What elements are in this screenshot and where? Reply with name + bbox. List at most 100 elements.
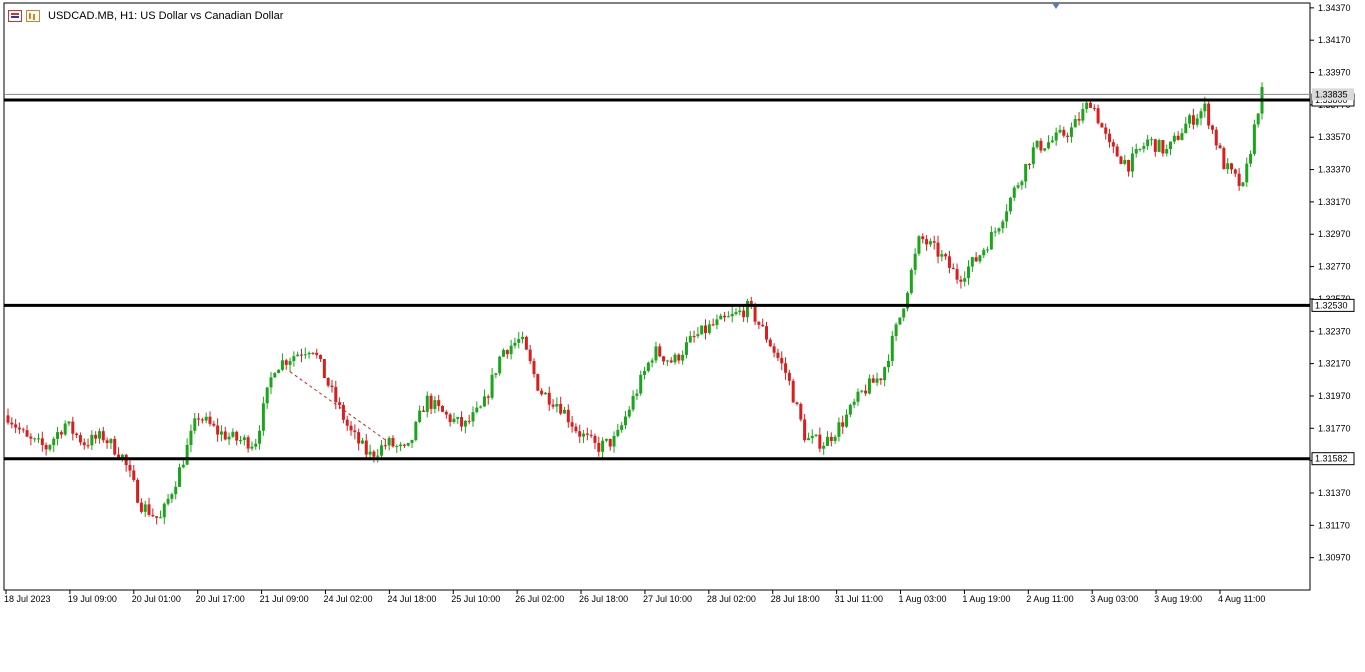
candle-body	[719, 315, 723, 320]
candle-body	[170, 494, 174, 499]
candle-body	[460, 417, 464, 427]
candle-body	[1195, 118, 1199, 125]
candle-body	[951, 267, 955, 270]
candle-body	[444, 411, 448, 415]
candle-body	[475, 407, 479, 413]
candle-body	[162, 503, 166, 518]
candle-body	[795, 402, 799, 404]
candle-body	[608, 438, 612, 447]
candle-body	[997, 228, 1001, 232]
candle-body	[284, 360, 288, 365]
candle-body	[513, 342, 517, 346]
candle-body	[909, 269, 913, 293]
candle-body	[1085, 102, 1089, 110]
candle-body	[593, 435, 597, 443]
candle-body	[688, 336, 692, 343]
candle-body	[906, 292, 910, 309]
candle-body	[928, 241, 932, 245]
candle-body	[753, 304, 757, 322]
candle-body	[14, 424, 18, 428]
candle-body	[574, 426, 578, 432]
candle-body	[1123, 159, 1127, 164]
candle-body	[113, 438, 117, 455]
candle-body	[986, 249, 990, 251]
candle-body	[582, 433, 586, 437]
candle-body	[1020, 181, 1024, 186]
candle-body	[543, 392, 547, 395]
y-tick-label: 1.34370	[1318, 3, 1351, 13]
candle-body	[730, 314, 734, 317]
candle-body	[425, 395, 429, 412]
candle-body	[349, 425, 353, 431]
candle-body	[1237, 173, 1241, 187]
x-tick-label: 3 Aug 19:00	[1154, 594, 1202, 604]
candle-body	[738, 310, 742, 313]
candle-body	[490, 374, 494, 398]
candle-body	[486, 396, 490, 398]
candle-body	[665, 360, 669, 362]
candle-body	[791, 380, 795, 403]
candle-body	[917, 236, 921, 254]
candle-body	[418, 410, 422, 422]
x-tick-label: 20 Jul 17:00	[196, 594, 245, 604]
candle-body	[1066, 135, 1070, 137]
candle-body	[1138, 148, 1142, 150]
candle-body	[536, 374, 540, 391]
candle-body	[227, 436, 231, 440]
candle-body	[601, 440, 605, 452]
candle-body	[1024, 163, 1028, 182]
candle-body	[692, 336, 696, 338]
chart-type-icon[interactable]	[26, 10, 40, 22]
candle-body	[1210, 125, 1214, 130]
candle-body	[166, 498, 170, 504]
candle-body	[1050, 140, 1054, 143]
candle-body	[1146, 139, 1150, 147]
y-tick-label: 1.34170	[1318, 35, 1351, 45]
candle-body	[521, 336, 525, 340]
candle-body	[585, 433, 589, 435]
candle-body	[448, 414, 452, 423]
candle-body	[1054, 132, 1058, 141]
chart-shift-marker	[1052, 3, 1060, 9]
candle-body	[597, 442, 601, 452]
candle-body	[505, 350, 509, 355]
candle-body	[1214, 129, 1218, 146]
candle-body	[1245, 163, 1249, 183]
x-tick-label: 20 Jul 01:00	[132, 594, 181, 604]
candle-body	[646, 362, 650, 371]
candle-body	[239, 440, 243, 442]
candle-body	[471, 412, 475, 422]
candle-body	[151, 514, 155, 517]
candle-body	[1191, 115, 1195, 125]
candle-body	[654, 346, 658, 361]
candle-body	[559, 404, 563, 414]
candle-body	[784, 363, 788, 373]
candle-body	[288, 361, 292, 365]
x-tick-label: 25 Jul 10:00	[451, 594, 500, 604]
candle-body	[402, 444, 406, 446]
candle-body	[902, 308, 906, 318]
candle-body	[456, 417, 460, 419]
candle-body	[814, 434, 818, 436]
candle-body	[1062, 129, 1066, 136]
candle-body	[726, 316, 730, 318]
candle-body	[944, 254, 948, 257]
candle-body	[429, 395, 433, 409]
level-price-label: 1.32530	[1315, 300, 1348, 310]
candle-body	[1073, 119, 1077, 128]
candle-body	[433, 400, 437, 409]
candle-body	[391, 437, 395, 447]
symbol-title: USDCAD.MB, H1: US Dollar vs Canadian Dol…	[48, 10, 284, 22]
candle-body	[353, 430, 357, 433]
candle-body	[806, 438, 810, 441]
candle-body	[330, 385, 334, 388]
candle-body	[879, 378, 883, 381]
candle-body	[723, 315, 727, 318]
candle-body	[696, 334, 700, 337]
candle-body	[246, 437, 250, 449]
candle-body	[711, 324, 715, 326]
one-click-trading-icon[interactable]	[8, 10, 22, 22]
current-price-box	[1312, 88, 1354, 101]
candle-body	[1169, 141, 1173, 150]
